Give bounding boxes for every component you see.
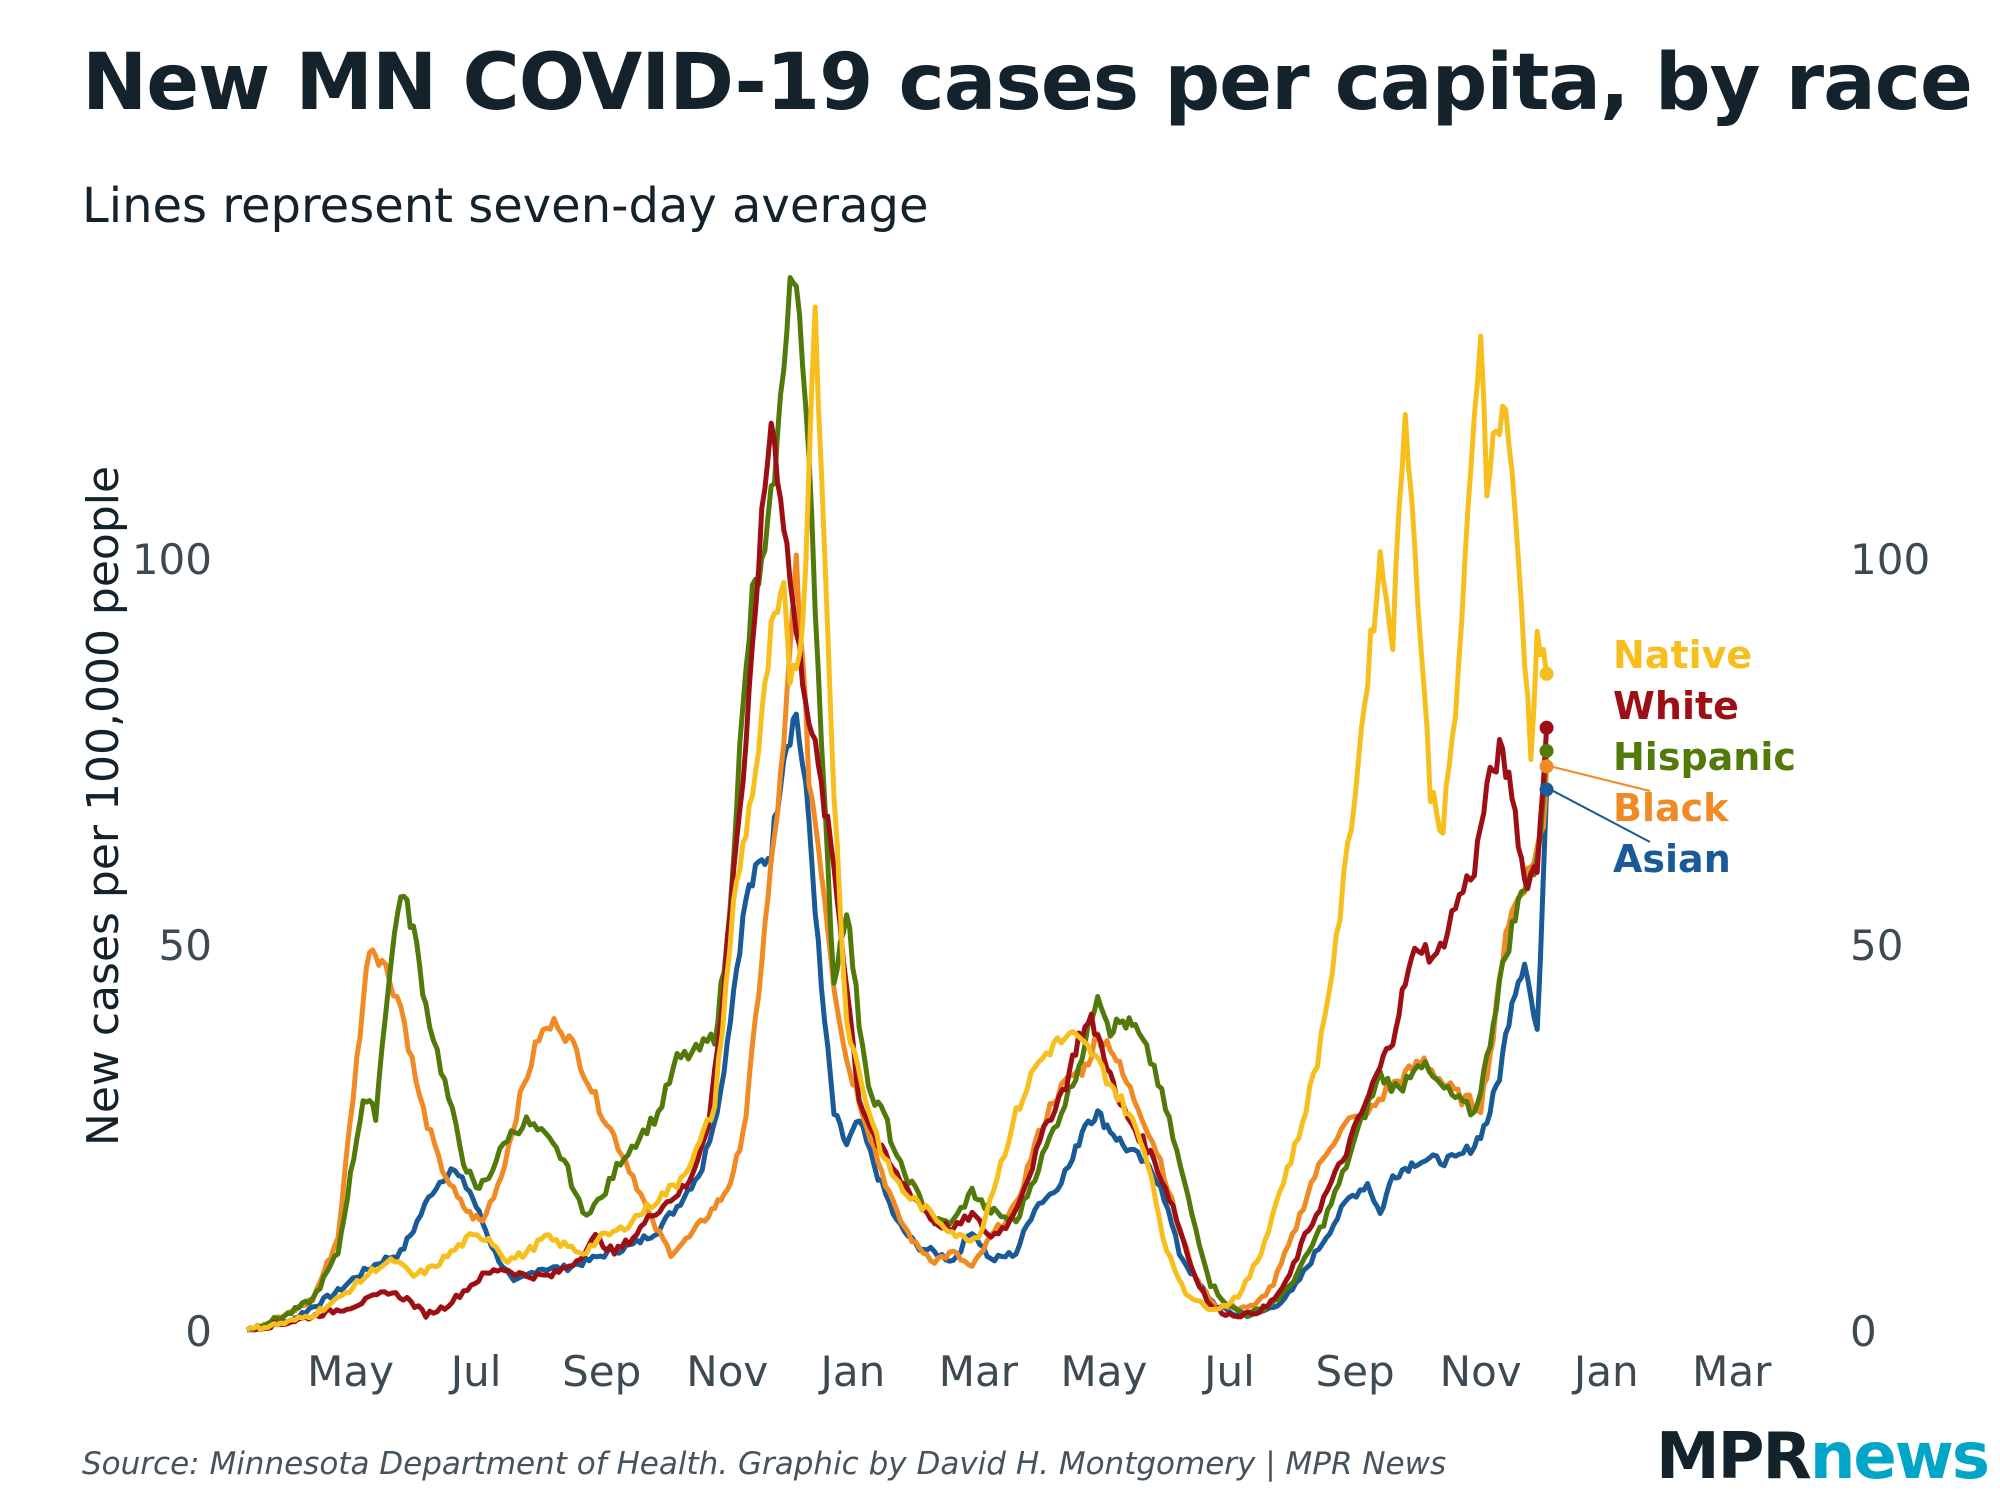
series-end-white: [1539, 720, 1554, 735]
series-line-native: [245, 304, 1550, 1333]
y-tick-right-100: 100: [1850, 535, 1930, 584]
series-end-native: [1539, 666, 1554, 681]
x-tick-7: Jul: [1201, 1347, 1255, 1396]
y-tick-left-50: 50: [159, 921, 212, 970]
line-chart: 0 50 100 0 50 100 May Jul Sep Nov Jan Mar May Jul Se…: [78, 275, 1930, 1396]
chart-subtitle: Lines represent seven-day average: [82, 178, 929, 234]
source-note: Source: Minnesota Department of Health. …: [82, 1446, 1447, 1482]
y-tick-right-0: 0: [1850, 1307, 1877, 1356]
x-tick-2: Sep: [562, 1347, 641, 1396]
x-axis: May Jul Sep Nov Jan Mar May Jul Sep Nov Jan Mar: [307, 1347, 1772, 1396]
series-label-asian: Asian: [1613, 837, 1731, 881]
series-line-hispanic: [246, 275, 1550, 1333]
y-axis-left: 0 50 100: [132, 535, 212, 1356]
y-tick-left-100: 100: [132, 535, 212, 584]
series-label-black: Black: [1613, 786, 1729, 830]
x-tick-5: Mar: [939, 1347, 1019, 1396]
series-lines: [245, 275, 1550, 1333]
chart-title: New MN COVID-19 cases per capita, by rac…: [82, 38, 1973, 128]
x-tick-10: Jan: [1571, 1347, 1639, 1396]
y-axis-label: New cases per 100,000 people: [78, 466, 129, 1146]
series-line-asian: [246, 711, 1550, 1333]
y-tick-right-50: 50: [1850, 921, 1903, 970]
x-tick-9: Nov: [1440, 1347, 1522, 1396]
x-tick-0: May: [307, 1347, 394, 1396]
x-tick-4: Jan: [817, 1347, 885, 1396]
series-leader-black: [1550, 765, 1651, 792]
series-end-black: [1539, 759, 1554, 774]
y-axis-right: 0 50 100: [1850, 535, 1930, 1356]
x-tick-6: May: [1061, 1347, 1148, 1396]
series-label-hispanic: Hispanic: [1613, 735, 1796, 779]
x-tick-3: Nov: [686, 1347, 768, 1396]
series-label-white: White: [1613, 684, 1739, 728]
series-label-native: Native: [1613, 633, 1752, 677]
x-tick-1: Jul: [448, 1347, 502, 1396]
series-line-black: [247, 552, 1550, 1333]
series-leader-asian: [1550, 788, 1651, 843]
x-tick-8: Sep: [1316, 1347, 1395, 1396]
series-end-asian: [1539, 782, 1554, 797]
series-labels: Asian Black Hispanic White Native: [1550, 633, 1796, 881]
logo-mpr: MPR: [1655, 1420, 1812, 1494]
mpr-news-logo: MPRnews: [1655, 1420, 1990, 1494]
series-end-markers: [1539, 666, 1554, 797]
y-tick-left-0: 0: [185, 1307, 212, 1356]
series-end-hispanic: [1539, 743, 1554, 758]
x-tick-11: Mar: [1692, 1347, 1772, 1396]
logo-news: news: [1809, 1420, 1990, 1494]
